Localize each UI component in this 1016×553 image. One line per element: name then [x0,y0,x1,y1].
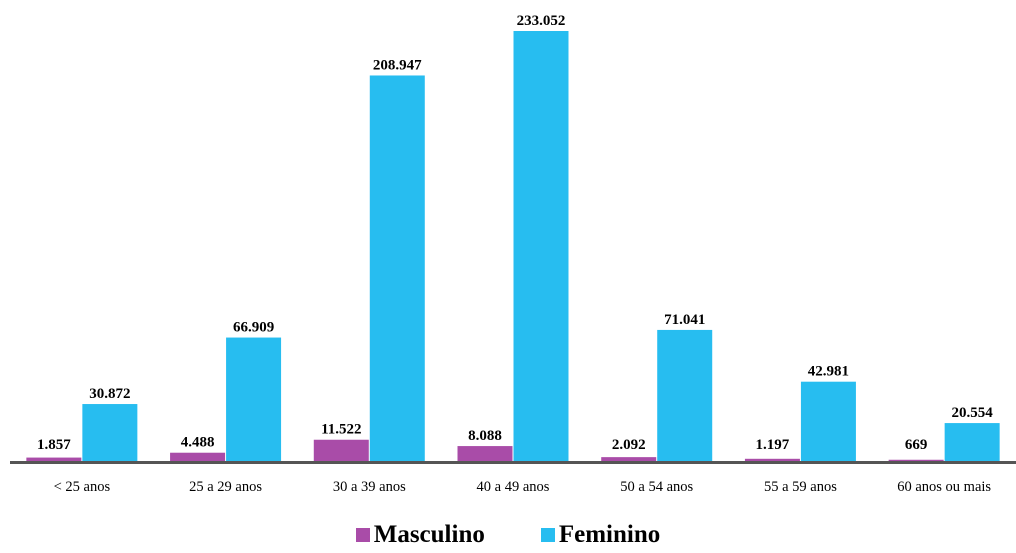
value-label-feminino-2: 208.947 [373,57,422,73]
category-label-6: 60 anos ou mais [897,479,991,495]
bar-masculino-1 [170,452,226,461]
category-label-5: 55 a 59 anos [764,479,837,495]
value-label-masculino-2: 11.522 [321,422,361,438]
category-label-4: 50 a 54 anos [620,479,693,495]
value-label-masculino-0: 1.857 [37,437,71,453]
category-labels-group: < 25 anos 25 a 29 anos 30 a 39 anos 40 a 49… [54,479,992,495]
bar-masculino-3 [457,446,513,461]
bar-feminino-6 [944,423,1000,461]
legend-item-masculino: Masculino [355,521,485,549]
value-label-feminino-3: 233.052 [517,13,566,29]
value-label-masculino-4: 2.092 [612,437,646,453]
value-label-masculino-6: 669 [905,437,928,453]
value-label-feminino-1: 66.909 [233,320,274,336]
legend-swatch-feminino [540,528,555,542]
legend-item-feminino: Feminino [540,521,661,549]
bar-masculino-5 [744,458,800,461]
value-labels-group: 1.857 30.872 4.488 66.909 11.522 208.947 8.088… [37,13,993,453]
category-label-3: 40 a 49 anos [477,479,550,495]
bar-masculino-0 [26,457,82,461]
bar-feminino-1 [226,337,282,461]
legend-swatch-masculino [355,528,370,542]
bar-feminino-0 [82,404,138,461]
legend-label-feminino: Feminino [558,521,661,548]
category-label-1: 25 a 29 anos [189,479,262,495]
bars-group [26,31,1000,461]
bar-feminino-5 [800,381,856,461]
bar-chart: 1.857 30.872 4.488 66.909 11.522 208.947 8.088… [10,13,1016,495]
bar-feminino-4 [657,329,713,461]
bar-masculino-6 [888,459,944,461]
bar-masculino-2 [313,439,369,461]
value-label-masculino-1: 4.488 [181,435,215,451]
bar-feminino-3 [513,31,569,461]
legend: Masculino Feminino [0,521,1016,549]
value-label-feminino-4: 71.041 [664,312,705,328]
bar-masculino-4 [601,457,657,461]
value-label-masculino-3: 8.088 [468,428,502,444]
value-label-feminino-0: 30.872 [89,386,130,402]
value-label-masculino-5: 1.197 [756,437,790,453]
value-label-feminino-5: 42.981 [808,364,849,380]
bar-feminino-2 [369,75,425,461]
legend-label-masculino: Masculino [373,521,485,548]
value-label-feminino-6: 20.554 [952,405,994,421]
category-label-2: 30 a 39 anos [333,479,406,495]
category-label-0: < 25 anos [54,479,111,495]
